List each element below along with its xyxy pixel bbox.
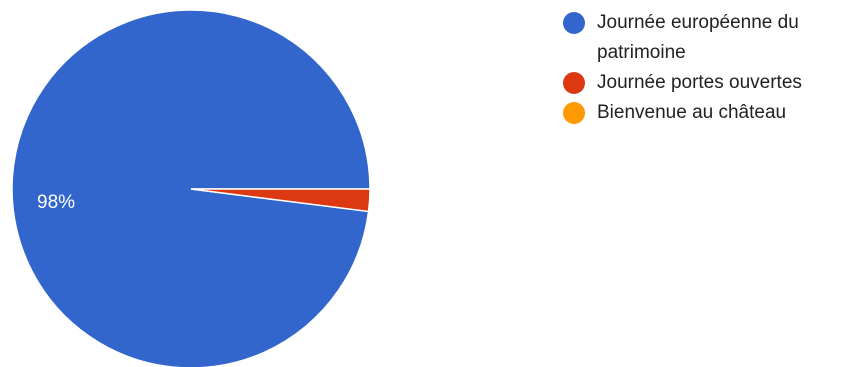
legend-item-journee-portes-ouvertes[interactable]: Journée portes ouvertes <box>563 68 860 98</box>
legend-label: Bienvenue au château <box>597 102 787 123</box>
legend-swatch-icon <box>563 72 585 94</box>
legend-label: Journée portes ouvertes <box>597 72 802 93</box>
pie-slice-1[interactable] <box>190 188 371 213</box>
legend-label: Journée européenne du patrimoine <box>597 12 799 63</box>
legend-swatch-icon <box>563 12 585 34</box>
chart-legend: Journée européenne du patrimoine Journée… <box>563 8 860 128</box>
legend-item-journee-europeenne[interactable]: Journée européenne du patrimoine <box>563 8 860 68</box>
data-label-98: 98% <box>37 192 75 213</box>
pie-chart: 98% <box>11 9 371 367</box>
legend-item-bienvenue-au-chateau[interactable]: Bienvenue au château <box>563 98 860 128</box>
legend-swatch-icon <box>563 102 585 124</box>
